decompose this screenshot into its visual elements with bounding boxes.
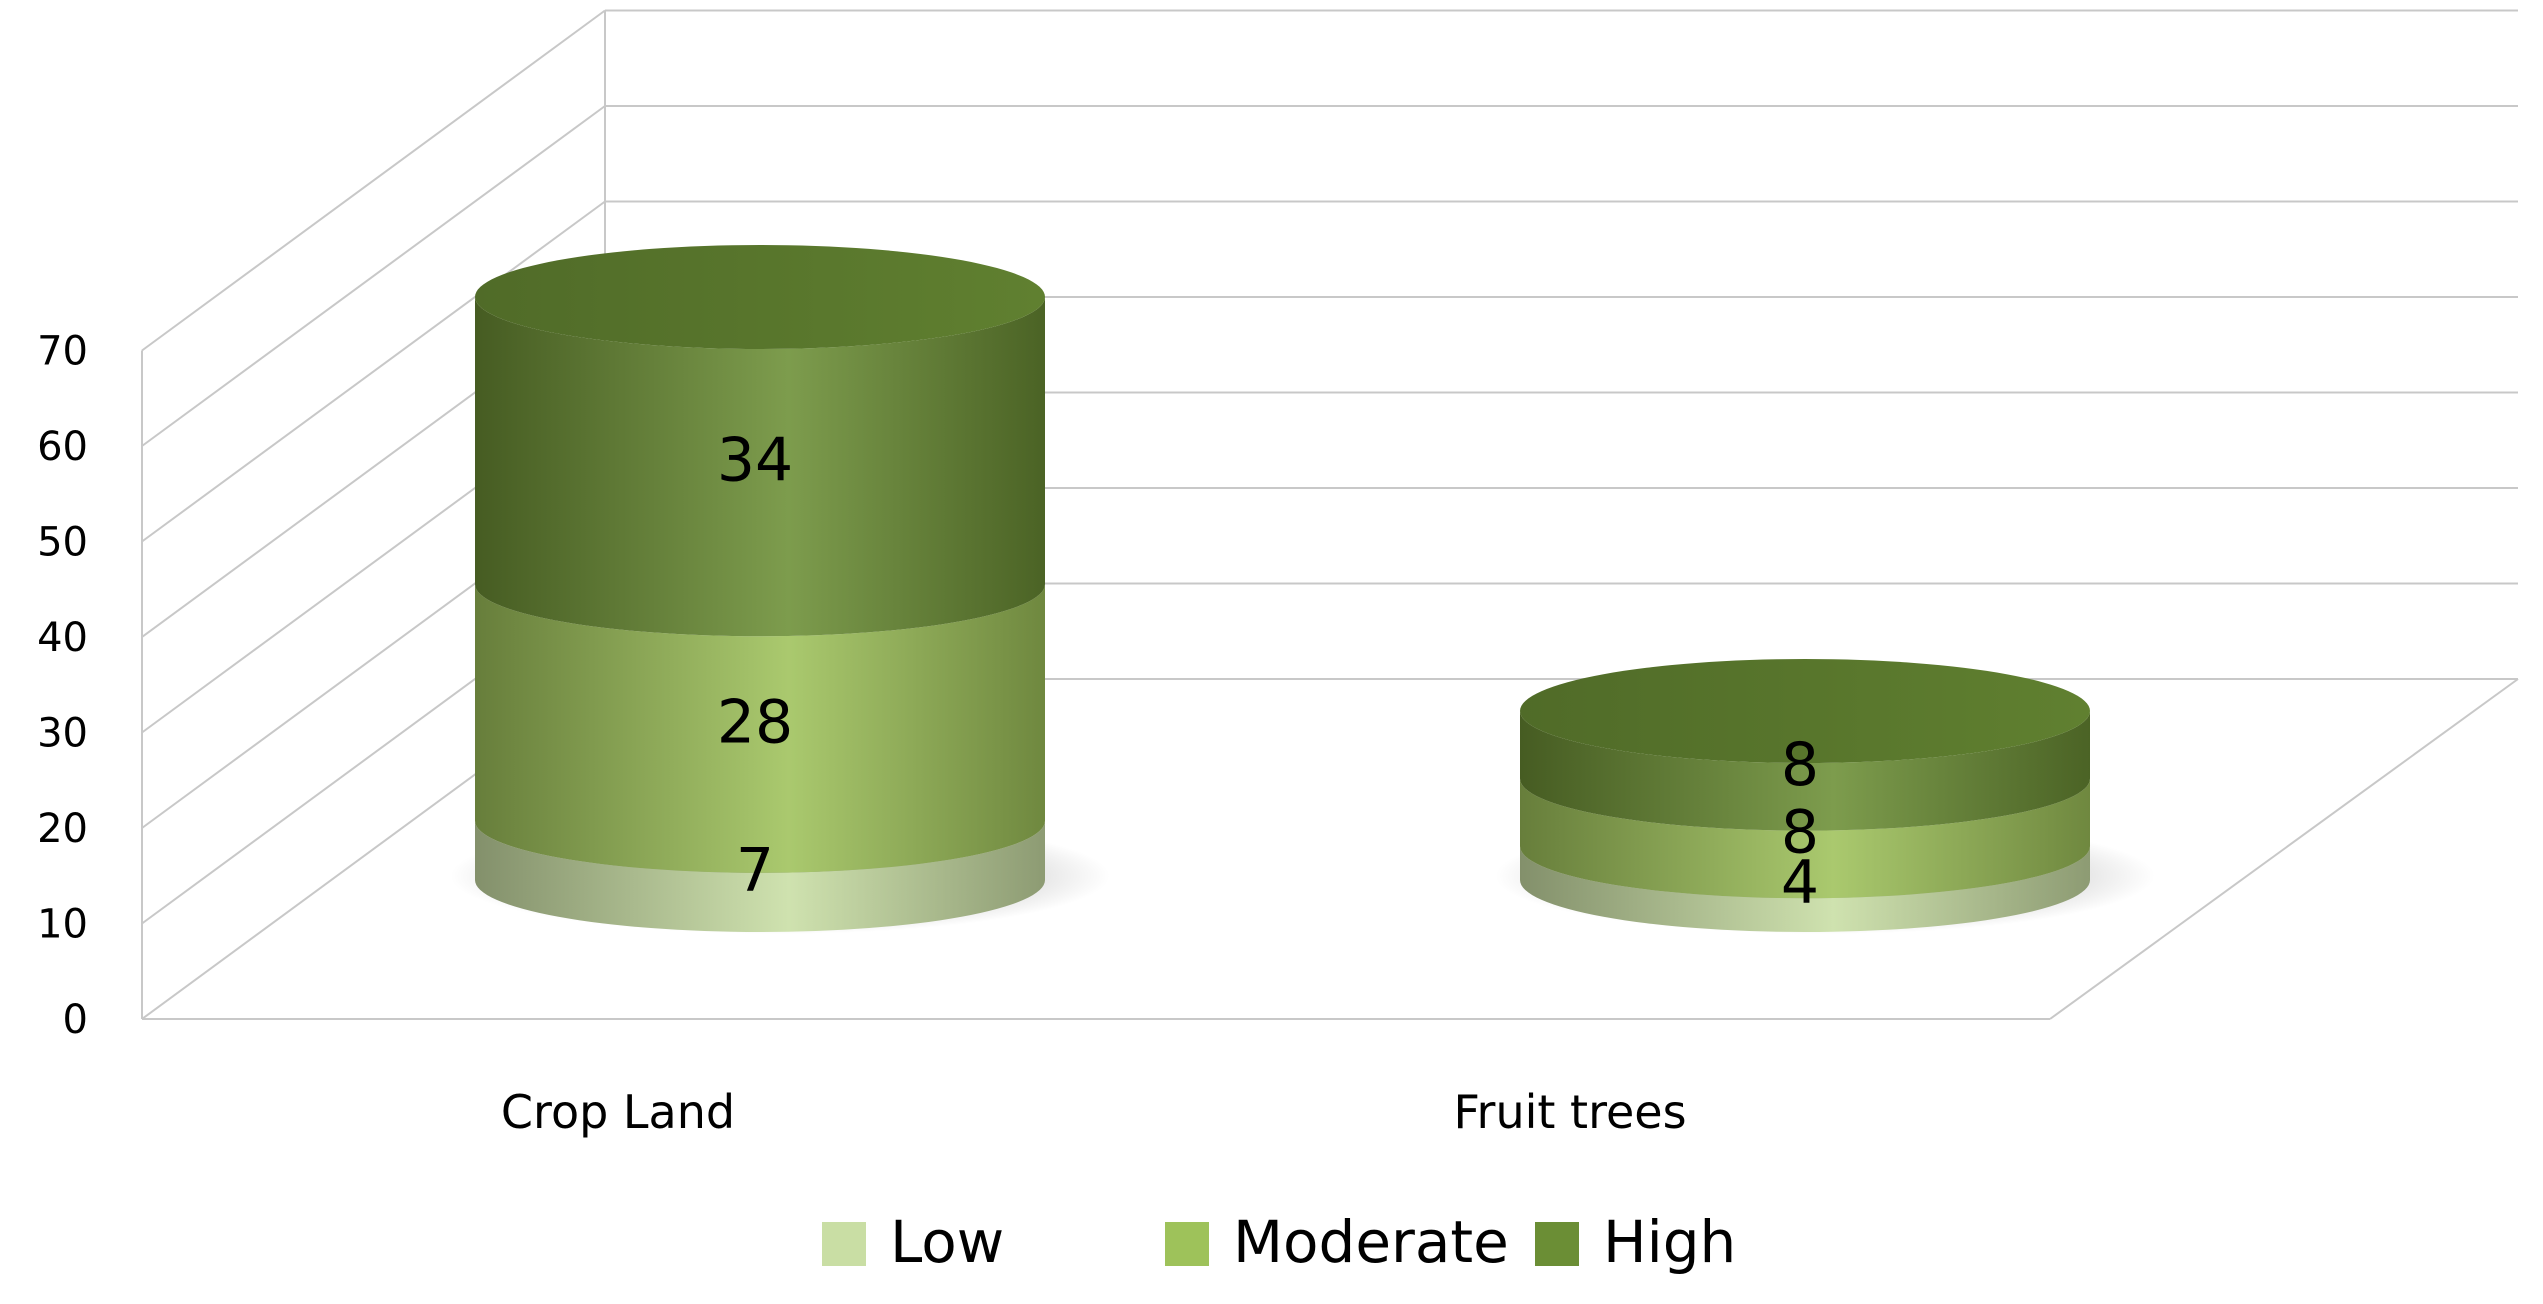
y-tick-label: 50 bbox=[37, 520, 88, 566]
bar-segment bbox=[475, 820, 1045, 932]
y-axis-ticks: 0 10 20 30 40 50 60 70 bbox=[37, 329, 88, 1044]
bar-segment bbox=[1520, 846, 2090, 932]
y-tick-label: 10 bbox=[37, 902, 88, 948]
y-tick-label: 60 bbox=[37, 424, 88, 470]
data-label: 8 bbox=[1781, 730, 1819, 800]
bar-segment bbox=[475, 584, 1045, 873]
data-label: 34 bbox=[717, 426, 793, 496]
y-tick-label: 40 bbox=[37, 615, 88, 661]
floor-right-edge bbox=[2049, 678, 2519, 1020]
x-category-label: Fruit trees bbox=[1453, 1085, 1686, 1139]
bar-segment bbox=[1520, 778, 2090, 899]
legend: Low Moderate High bbox=[822, 1208, 1736, 1276]
y-tick-label: 0 bbox=[63, 997, 88, 1043]
bar-top-cap bbox=[475, 244, 1045, 349]
bar-segment bbox=[475, 296, 1045, 637]
gridline-side bbox=[141, 9, 606, 352]
data-label: 7 bbox=[736, 835, 774, 905]
legend-label: Moderate bbox=[1233, 1208, 1509, 1276]
bar-stack: 7 28 34 bbox=[450, 244, 1110, 934]
legend-swatch bbox=[1165, 1222, 1209, 1266]
legend-item: High bbox=[1535, 1208, 1736, 1276]
data-label: 28 bbox=[717, 688, 793, 758]
x-axis-categories: Crop Land Fruit trees bbox=[501, 1085, 1687, 1139]
legend-item: Moderate bbox=[1165, 1208, 1509, 1276]
bar-segment bbox=[1520, 711, 2090, 831]
legend-label: Low bbox=[890, 1208, 1004, 1276]
x-category-label: Crop Land bbox=[501, 1085, 735, 1139]
legend-swatch bbox=[1535, 1222, 1579, 1266]
legend-label: High bbox=[1603, 1208, 1736, 1276]
y-tick-label: 30 bbox=[37, 711, 88, 757]
gridline-side bbox=[141, 105, 606, 447]
legend-swatch bbox=[822, 1222, 866, 1266]
data-label: 4 bbox=[1781, 848, 1819, 918]
data-label: 8 bbox=[1781, 797, 1819, 867]
y-tick-label: 70 bbox=[37, 329, 88, 375]
bar-top-cap bbox=[1520, 659, 2090, 763]
y-tick-label: 20 bbox=[37, 806, 88, 852]
gridline-side bbox=[141, 200, 606, 543]
bar-stack: 488 bbox=[1495, 659, 2155, 934]
legend-item: Low bbox=[822, 1208, 1004, 1276]
